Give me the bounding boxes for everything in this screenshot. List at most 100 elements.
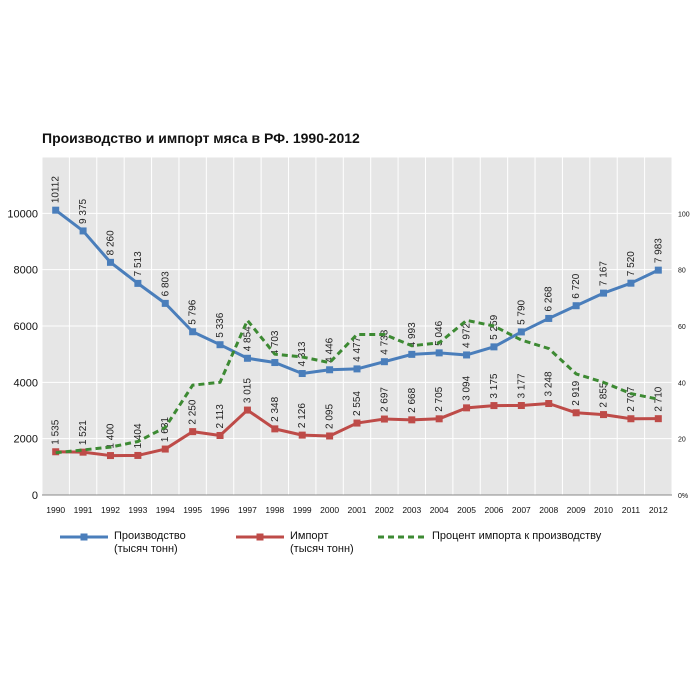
x-tick-label: 2005 [457, 505, 476, 515]
data-label: 3 248 [544, 371, 555, 396]
data-point [463, 351, 471, 359]
data-label: 2 919 [571, 380, 582, 405]
legend-marker [80, 533, 88, 541]
x-tick-label: 2003 [402, 505, 421, 515]
data-label: 2 113 [215, 404, 226, 429]
data-label: 8 260 [105, 230, 116, 255]
data-point [517, 328, 525, 336]
data-label: 5 046 [434, 320, 445, 345]
data-point [600, 289, 608, 297]
legend-label-line2: (тысяч тонн) [114, 543, 178, 555]
data-label: 5 259 [489, 314, 500, 339]
x-tick-label: 1996 [211, 505, 230, 515]
data-label: 6 720 [571, 273, 582, 298]
x-tick-label: 2000 [320, 505, 339, 515]
data-label: 1 631 [160, 417, 171, 442]
data-label: 2 554 [352, 391, 363, 416]
data-point [52, 206, 60, 214]
data-label: 2 668 [407, 387, 418, 412]
data-point [435, 349, 443, 357]
data-label: 1 521 [78, 420, 89, 445]
data-point [353, 365, 361, 373]
data-label: 4 854 [242, 326, 253, 351]
data-label: 2 348 [270, 396, 281, 421]
data-label: 2 095 [325, 404, 336, 429]
data-point [627, 279, 635, 287]
y2-tick-label: 60 [678, 324, 686, 331]
data-point [106, 452, 114, 460]
x-tick-label: 1990 [46, 505, 65, 515]
x-tick-label: 2009 [567, 505, 586, 515]
legend-entry: Процент импорта к производству [432, 530, 601, 543]
data-label: 2 697 [379, 387, 390, 412]
y2-tick-label: 40 [678, 380, 686, 387]
data-label: 7 520 [626, 251, 637, 276]
x-tick-label: 1994 [156, 505, 175, 515]
legend-label: Производство [114, 530, 186, 542]
data-label: 2 707 [626, 386, 637, 411]
data-label: 6 268 [544, 286, 555, 311]
data-point [134, 451, 142, 459]
legend-marker [256, 533, 264, 541]
data-point [408, 416, 416, 424]
y2-tick-label: 80 [678, 268, 686, 275]
data-label: 5 336 [215, 312, 226, 337]
x-tick-label: 2008 [539, 505, 558, 515]
data-point [654, 266, 662, 274]
data-point [654, 415, 662, 423]
data-label: 4 446 [325, 337, 336, 362]
data-label: 5 796 [188, 299, 199, 324]
data-label: 7 983 [653, 238, 664, 263]
data-point [353, 419, 361, 427]
data-label: 7 167 [599, 261, 610, 286]
data-point [408, 350, 416, 358]
chart-title: Производство и импорт мяса в РФ. 1990-20… [42, 130, 360, 146]
data-label: 1 535 [51, 419, 62, 444]
data-label: 3 094 [462, 375, 473, 400]
data-point [271, 425, 279, 433]
data-label: 4 477 [352, 336, 363, 361]
legend-label-line2: (тысяч тонн) [290, 543, 354, 555]
x-tick-label: 1991 [74, 505, 93, 515]
y-tick-label: 10000 [7, 208, 38, 220]
data-point [298, 370, 306, 378]
data-label: 4 313 [297, 341, 308, 366]
legend-entry: Импорт (тысяч тонн) [290, 530, 354, 556]
data-point [271, 359, 279, 367]
data-label: 3 177 [516, 373, 527, 398]
data-label: 2 126 [297, 403, 308, 428]
data-point [79, 227, 87, 235]
data-point [545, 400, 553, 408]
x-tick-label: 1999 [293, 505, 312, 515]
data-point [600, 411, 608, 419]
data-point [380, 415, 388, 423]
x-tick-label: 2006 [484, 505, 503, 515]
data-point [298, 431, 306, 439]
data-point [243, 406, 251, 414]
data-label: 7 513 [133, 251, 144, 276]
x-tick-label: 2002 [375, 505, 394, 515]
x-tick-label: 2010 [594, 505, 613, 515]
x-tick-label: 2011 [622, 505, 641, 515]
data-label: 10112 [51, 176, 62, 204]
x-tick-label: 1995 [183, 505, 202, 515]
legend-entry: Производство (тысяч тонн) [114, 530, 186, 556]
x-tick-label: 2001 [348, 505, 367, 515]
data-label: 3 175 [489, 373, 500, 398]
data-label: 2 710 [653, 386, 664, 411]
data-point [189, 428, 197, 436]
data-label: 2 250 [188, 399, 199, 424]
data-point [627, 415, 635, 423]
y-tick-label: 2000 [14, 434, 38, 446]
y2-tick-label: 0% [678, 493, 688, 500]
data-label: 3 015 [242, 378, 253, 403]
x-tick-label: 2012 [649, 505, 668, 515]
data-label: 2 705 [434, 386, 445, 411]
y-tick-label: 6000 [14, 321, 38, 333]
x-tick-label: 1998 [265, 505, 284, 515]
data-point [243, 354, 251, 362]
data-point [572, 302, 580, 310]
data-label: 4 733 [379, 329, 390, 354]
data-point [216, 431, 224, 439]
